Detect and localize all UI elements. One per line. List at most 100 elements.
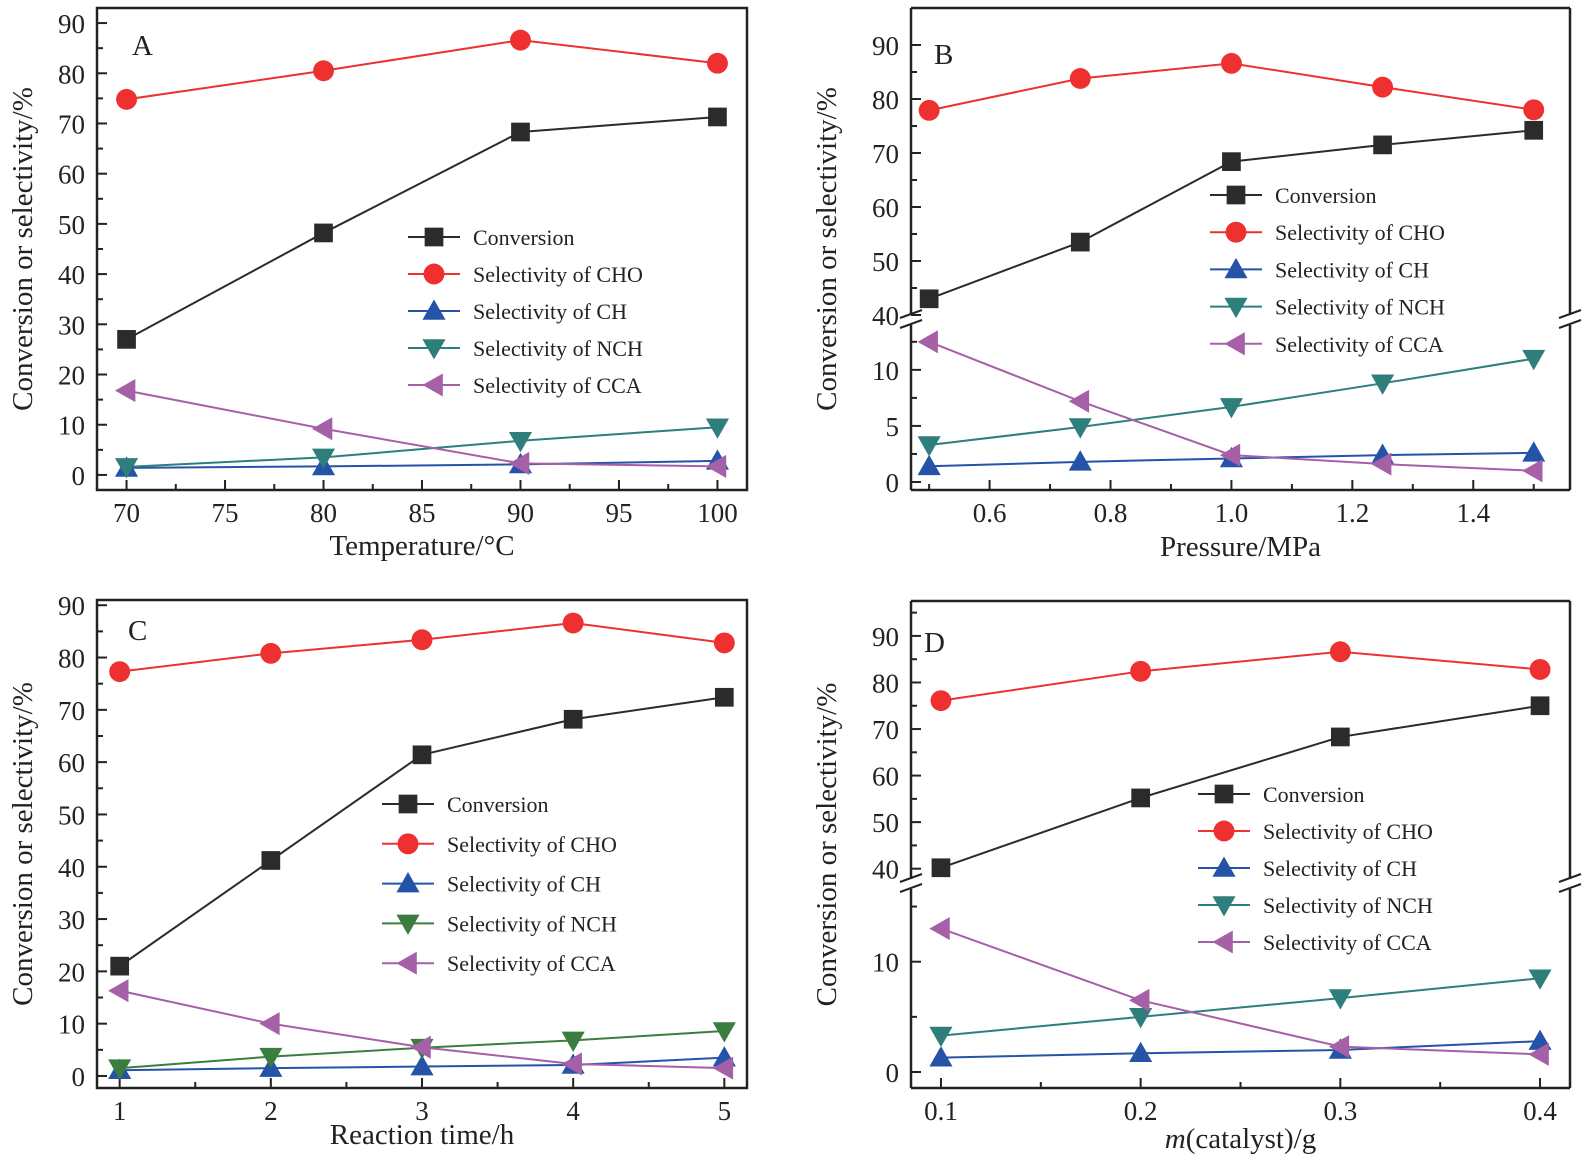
x-tick-label: 85: [409, 498, 436, 528]
triangle-left-marker: [422, 373, 443, 397]
x-tick-label: 1.4: [1456, 498, 1490, 528]
legend-item: Selectivity of CCA: [1210, 332, 1444, 357]
circle-marker: [1529, 658, 1551, 680]
legend-item: Conversion: [1210, 183, 1376, 208]
y-tick-label: 70: [872, 715, 899, 745]
triangle-down-marker: [1129, 1008, 1153, 1029]
circle-marker: [423, 263, 445, 285]
x-tick-label: 0.2: [1124, 1096, 1158, 1126]
series-nch: [114, 418, 730, 479]
axis-break-mark: [1558, 309, 1582, 319]
series-line: [126, 459, 718, 469]
y-tick-label: 90: [872, 622, 899, 652]
series-line: [126, 39, 718, 101]
series-line: [126, 426, 718, 468]
triangle-down-marker: [1068, 418, 1092, 439]
legend-label: Conversion: [447, 792, 548, 817]
x-tick-label: 4: [566, 1096, 580, 1126]
panel-letter: D: [924, 627, 945, 659]
x-tick-label: 80: [310, 498, 337, 528]
y-tick-label: 30: [58, 905, 85, 935]
triangle-up-marker: [410, 1055, 434, 1076]
triangle-down-marker: [1328, 989, 1352, 1010]
legend-item: Selectivity of CH: [1210, 257, 1429, 282]
triangle-up-marker: [929, 1046, 953, 1067]
legend-label: Selectivity of CHO: [1275, 220, 1445, 245]
circle-marker: [1372, 76, 1394, 98]
square-marker: [708, 107, 727, 127]
circle-marker: [1220, 52, 1242, 74]
triangle-down-marker: [1528, 969, 1552, 990]
y-tick-label: 10: [58, 411, 85, 441]
x-axis-title-rest: (catalyst)/g: [1186, 1123, 1316, 1155]
series-conversion: [919, 120, 1544, 309]
triangle-up-marker: [1212, 856, 1236, 877]
triangle-up-marker: [1129, 1041, 1153, 1063]
y-tick-label: 60: [58, 748, 85, 778]
triangle-down-marker: [705, 418, 730, 439]
legend-item: Selectivity of CCA: [408, 373, 642, 398]
series-conversion: [110, 687, 734, 976]
circle-marker: [1213, 820, 1235, 842]
square-marker: [1330, 727, 1350, 747]
y-tick-label: 90: [872, 31, 899, 61]
circle-marker: [313, 60, 334, 82]
triangle-down-marker: [1212, 896, 1236, 917]
series-line: [119, 696, 725, 967]
legend-label: Selectivity of CHO: [1263, 819, 1433, 844]
x-tick-label: 1.2: [1335, 498, 1369, 528]
series-line: [940, 977, 1541, 1037]
y-tick-label: 50: [872, 247, 899, 277]
circle-marker: [510, 29, 531, 51]
legend-label: Selectivity of CCA: [473, 373, 642, 398]
y-axis-title: Conversion or selectivity/%: [811, 683, 843, 1007]
triangle-down-marker: [561, 1031, 585, 1052]
triangle-down-marker: [1522, 349, 1546, 371]
y-axis-title: Conversion or selectivity/%: [7, 87, 39, 411]
triangle-left-marker: [1068, 389, 1090, 413]
series-cca: [108, 979, 734, 1080]
series-line: [940, 927, 1541, 1056]
square-marker: [1373, 135, 1392, 155]
series-line: [126, 389, 718, 468]
series-cho: [116, 29, 728, 110]
circle-marker: [562, 612, 584, 634]
triangle-left-marker: [1219, 443, 1241, 467]
x-tick-label: 0.4: [1523, 1096, 1557, 1126]
y-tick-label: 70: [872, 139, 899, 169]
series-cca: [917, 330, 1543, 483]
square-marker: [117, 330, 136, 349]
plot-frame: [95, 6, 749, 492]
axis-break-mark: [899, 883, 923, 893]
legend-label: Selectivity of CH: [447, 872, 601, 897]
y-tick-label: 80: [58, 644, 85, 674]
legend: Conversion Selectivity of CHO Selectivity …: [408, 225, 643, 398]
triangle-down-marker: [114, 458, 139, 479]
panel-letter: A: [132, 30, 153, 62]
triangle-down-marker: [929, 1026, 953, 1048]
triangle-left-marker: [396, 951, 417, 975]
circle-marker: [713, 632, 735, 654]
series-cca: [114, 379, 727, 478]
triangle-left-marker: [311, 417, 333, 441]
x-tick-label: 70: [113, 498, 140, 528]
x-tick-label: 2: [264, 1096, 278, 1126]
square-marker: [314, 223, 333, 243]
square-marker: [1131, 788, 1151, 808]
square-marker: [1222, 152, 1241, 171]
legend-item: Selectivity of CCA: [1198, 930, 1432, 955]
series-nch: [917, 349, 1546, 457]
legend-item: Conversion: [382, 792, 548, 817]
triangle-down-marker: [422, 339, 446, 360]
triangle-up-marker: [1068, 450, 1092, 471]
square-marker: [1070, 232, 1090, 252]
circle-marker: [116, 88, 137, 110]
y-tick-label: 50: [58, 800, 85, 830]
square-marker: [261, 851, 281, 870]
square-marker: [424, 227, 444, 247]
circle-marker: [707, 52, 728, 74]
legend-label: Selectivity of CCA: [1275, 332, 1444, 357]
legend-label: Conversion: [1275, 183, 1376, 208]
triangle-left-marker: [410, 1035, 431, 1059]
triangle-up-marker: [1224, 257, 1248, 279]
